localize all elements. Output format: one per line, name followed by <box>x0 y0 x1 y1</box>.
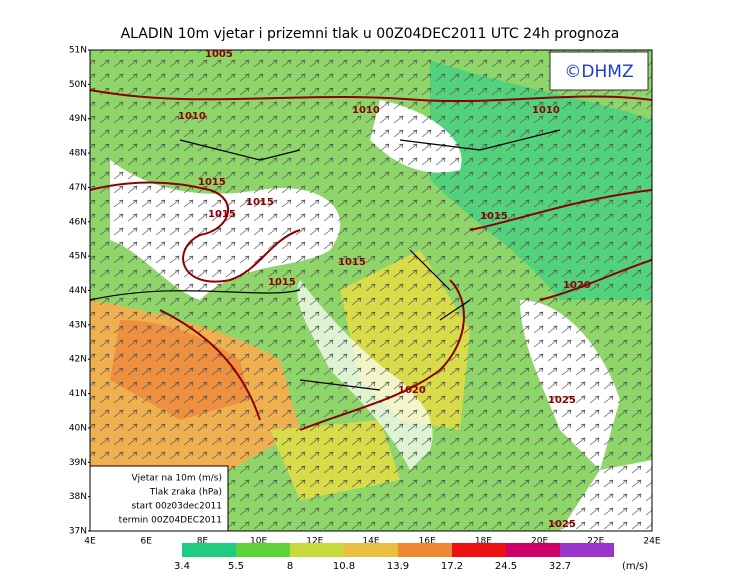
lat-label: 49N <box>69 114 87 124</box>
lat-label: 38N <box>69 492 87 502</box>
colorbar-label: 13.9 <box>387 561 409 572</box>
isobar-label: 1020 <box>398 385 426 396</box>
colorbar-label: 3.4 <box>174 561 190 572</box>
isobar-label: 1015 <box>208 209 236 220</box>
colorbar-unit: (m/s) <box>622 561 648 572</box>
isobar-label: 1010 <box>352 105 380 116</box>
isobar-label: 1015 <box>268 277 296 288</box>
isobar-label: 1015 <box>198 177 226 188</box>
legend-box <box>89 465 229 532</box>
colorbar-label: 10.8 <box>333 561 355 572</box>
lon-label: 22E <box>587 537 604 547</box>
lon-label: 4E <box>84 537 96 547</box>
isobar-label: 1015 <box>338 257 366 268</box>
lat-label: 44N <box>69 286 87 296</box>
lat-label: 51N <box>69 46 87 56</box>
lat-label: 37N <box>69 527 87 537</box>
lat-label: 40N <box>69 423 87 433</box>
colorbar-swatch <box>398 543 452 557</box>
lon-label: 16E <box>419 537 436 547</box>
lon-label: 24E <box>643 537 660 547</box>
colorbar-label: 24.5 <box>495 561 517 572</box>
lon-label: 12E <box>306 537 323 547</box>
lat-label: 42N <box>69 355 87 365</box>
title: ALADIN 10m vjetar i prizemni tlak u 00Z0… <box>121 26 620 42</box>
lat-label: 45N <box>69 252 87 262</box>
legend-line: start 00z03dec2011 <box>131 502 222 512</box>
colorbar-label: 8 <box>287 561 293 572</box>
colorbar-swatch <box>452 543 506 557</box>
colorbar-label: 17.2 <box>441 561 463 572</box>
lon-label: 6E <box>140 537 152 547</box>
isobar-label: 1015 <box>480 211 508 222</box>
map <box>90 50 652 531</box>
isobar-label: 1025 <box>548 519 576 530</box>
colorbar-label: 5.5 <box>228 561 244 572</box>
lat-label: 48N <box>69 149 87 159</box>
legend-line: termin 00Z04DEC2011 <box>119 516 222 526</box>
lat-label: 39N <box>69 458 87 468</box>
lat-label: 43N <box>69 320 87 330</box>
lat-label: 47N <box>69 183 87 193</box>
lon-label: 8E <box>197 537 209 547</box>
colorbar-label: 32.7 <box>549 561 571 572</box>
isobar-label: 1020 <box>563 280 591 291</box>
colorbar-swatch <box>236 543 290 557</box>
lat-label: 46N <box>69 217 87 227</box>
logo-box <box>549 51 649 91</box>
colorbar-swatch <box>344 543 398 557</box>
isobar-label: 1010 <box>532 105 560 116</box>
isobar-labels: 1005 1010 1010 1010 1015 1015 1015 1015 … <box>178 49 591 530</box>
logo: ©DHMZ <box>564 62 633 82</box>
lon-label: 20E <box>531 537 548 547</box>
isobar-label: 1025 <box>548 395 576 406</box>
lon-label: 10E <box>250 537 267 547</box>
legend-line: Vjetar na 10m (m/s) <box>132 474 222 484</box>
isobar-label: 1010 <box>178 111 206 122</box>
legend-line: Tlak zraka (hPa) <box>149 488 222 498</box>
lat-label: 50N <box>69 80 87 90</box>
isobar-label: 1015 <box>246 197 274 208</box>
lat-label: 41N <box>69 389 87 399</box>
colorbar-swatch <box>560 543 614 557</box>
lon-label: 18E <box>475 537 492 547</box>
colorbar-swatch <box>290 543 344 557</box>
lon-label: 14E <box>362 537 379 547</box>
colorbar-swatch <box>182 543 236 557</box>
isobar-label: 1005 <box>205 49 233 60</box>
colorbar-swatch <box>506 543 560 557</box>
